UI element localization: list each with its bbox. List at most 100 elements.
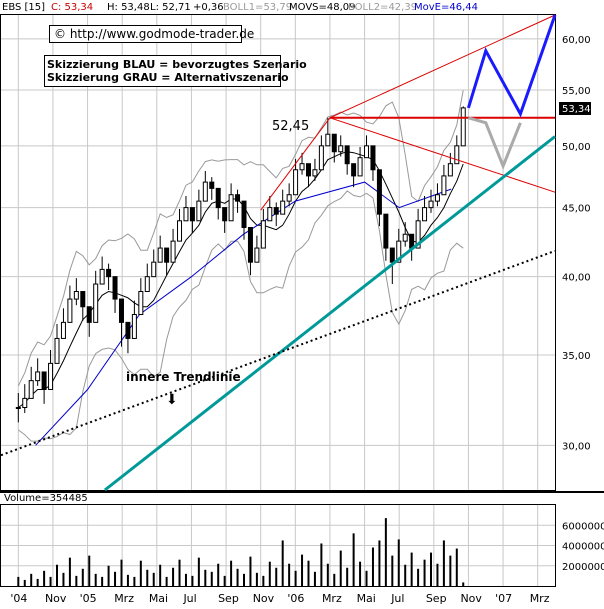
last-price-value: 53,34: [562, 104, 591, 115]
price-bar-body: [422, 207, 428, 222]
price-bars: [15, 106, 466, 423]
panel-divider: [0, 491, 604, 493]
price-bar-body: [144, 276, 150, 293]
price-bar-body: [106, 268, 112, 278]
trendline-support_teal: [103, 135, 556, 492]
x-tick-label: Sep: [426, 592, 447, 605]
price-bar-body: [73, 291, 79, 300]
price-bar-body: [202, 181, 208, 202]
price-bar-body: [125, 321, 131, 339]
scenario-paths: [466, 14, 557, 171]
y-tick-label: 55,00: [562, 86, 591, 97]
price-bar-body: [170, 240, 176, 263]
bollinger-lower: [18, 190, 464, 442]
price-bar-body: [383, 213, 389, 249]
price-bar-body: [99, 268, 105, 285]
x-tick-label: '05: [80, 592, 97, 605]
price-bar-body: [447, 163, 453, 177]
price-bar-body: [164, 247, 170, 263]
price-bar-body: [338, 145, 344, 153]
header-boll1: BOLL1=53,79: [223, 2, 292, 13]
y-tick-label: 60,00: [562, 35, 591, 46]
price-bar-body: [376, 169, 382, 215]
scenario-legend: [44, 55, 281, 87]
price-bar-body: [293, 169, 299, 196]
x-tick-label: '06: [287, 592, 304, 605]
price-bar-body: [460, 107, 466, 147]
volume-bars: [17, 518, 465, 586]
x-tick-label: Mai: [149, 592, 168, 605]
price-bar-body: [189, 207, 195, 222]
x-tick-label: Mrz: [530, 592, 550, 605]
header-high: H: 53,48: [107, 2, 150, 13]
price-bar-body: [318, 145, 324, 171]
header-symbol: EBS [15]: [2, 2, 45, 13]
price-bar-body: [235, 194, 241, 202]
price-bar-body: [254, 247, 260, 263]
price-bar-body: [215, 187, 221, 209]
x-tick-label: Mrz: [114, 592, 134, 605]
y-tick-label: 30,00: [562, 441, 591, 452]
x-tick-label: Jul: [390, 592, 404, 605]
header-boll2: BOLL2=42,39: [348, 2, 417, 13]
legend-grey: Skizzierung GRAU = Alternativszenario: [47, 71, 289, 84]
volume-tick-label: 2000000: [562, 562, 604, 573]
price-bar-body: [357, 157, 363, 177]
price-bar-body: [60, 321, 66, 339]
legend-blue: Skizzierung BLAU = bevorzugtes Szenario: [47, 58, 307, 71]
scenario-blue: [466, 14, 557, 118]
price-bar-body: [305, 163, 311, 177]
y-tick-label: 50,00: [562, 142, 591, 153]
move-line: [35, 181, 452, 446]
last-price-badge: [559, 102, 591, 115]
price-bar-body: [312, 169, 318, 177]
source-box: [49, 25, 242, 43]
y-tick-label: 40,00: [562, 273, 591, 284]
trendline-inner_trendline: [0, 249, 556, 457]
x-tick-label: '04: [10, 592, 27, 605]
volume-label: Volume=354485: [4, 493, 88, 504]
x-tick-label: Nov: [45, 592, 67, 605]
price-bar-body: [28, 380, 34, 399]
scenario-grey: [467, 116, 522, 171]
price-bar-body: [93, 283, 99, 323]
price-bar-body: [344, 145, 350, 165]
price-bar-body: [35, 371, 41, 382]
bollinger-upper: [17, 90, 464, 387]
price-bar-body: [80, 291, 86, 308]
axis-labels: '04 Nov '05 Mrz Mai Jul Sep Nov '06 Mrz Mai Jul Sep N…: [10, 35, 604, 605]
x-tick-label: Nov: [460, 592, 482, 605]
price-bar-body: [370, 145, 376, 171]
price-bar-body: [222, 207, 228, 222]
header-movs: MOVS=48,09: [289, 2, 356, 13]
price-bar-body: [177, 220, 183, 242]
price-bar-body: [260, 220, 266, 249]
x-tick-label: '07: [495, 592, 512, 605]
price-bar-body: [157, 247, 163, 263]
price-bar-body: [67, 298, 73, 323]
price-bar-body: [434, 194, 440, 202]
volume-tick-label: 4000000: [562, 542, 604, 553]
indicator-lines: [17, 90, 464, 446]
source-url: © http://www.godmode-trader.de: [54, 27, 254, 41]
price-bar-body: [48, 362, 54, 390]
x-tick-label: Jul: [182, 592, 196, 605]
trend-lines: [0, 14, 556, 492]
down-arrow-icon: ⬇: [166, 392, 178, 408]
price-bar-body: [196, 200, 202, 222]
header-low: L: 52,71: [150, 2, 191, 13]
price-bar-body: [299, 163, 305, 171]
x-tick-label: Mrz: [322, 592, 342, 605]
peak-label: 52,45: [272, 119, 309, 134]
price-bar-body: [273, 207, 279, 215]
price-bar-body: [415, 220, 421, 249]
price-bar-body: [112, 276, 118, 300]
price-bar-body: [54, 337, 60, 364]
price-bar-body: [364, 145, 370, 159]
price-bar-body: [280, 200, 286, 215]
price-bar-body: [118, 298, 124, 323]
header-close: C: 53,34: [51, 2, 93, 13]
price-bar-body: [409, 233, 415, 249]
price-bar-body: [131, 314, 137, 339]
